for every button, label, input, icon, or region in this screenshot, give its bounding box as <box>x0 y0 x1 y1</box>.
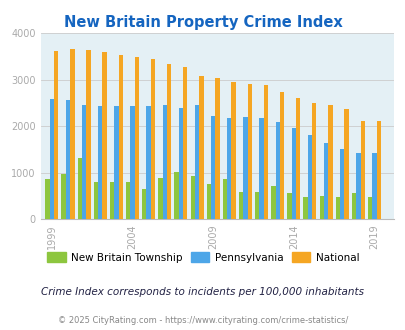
Bar <box>211 116 215 219</box>
Bar <box>98 106 102 219</box>
Bar <box>82 105 86 219</box>
Bar <box>323 143 328 219</box>
Bar <box>70 49 75 219</box>
Bar <box>66 100 70 219</box>
Bar <box>194 105 199 219</box>
Bar <box>287 193 291 219</box>
Bar <box>376 121 380 219</box>
Bar <box>130 106 134 219</box>
Bar <box>243 117 247 219</box>
Bar <box>86 50 90 219</box>
Bar <box>178 108 183 219</box>
Bar <box>190 176 194 219</box>
Bar <box>215 78 219 219</box>
Bar <box>343 110 348 219</box>
Bar <box>199 76 203 219</box>
Bar <box>222 179 226 219</box>
Text: Crime Index corresponds to incidents per 100,000 inhabitants: Crime Index corresponds to incidents per… <box>41 287 364 297</box>
Bar <box>328 105 332 219</box>
Bar <box>335 197 339 219</box>
Bar <box>134 57 139 219</box>
Bar <box>162 105 166 219</box>
Bar <box>259 118 263 219</box>
Bar <box>263 85 267 219</box>
Bar <box>355 153 360 219</box>
Bar <box>351 193 355 219</box>
Bar <box>360 121 364 219</box>
Bar <box>271 186 275 219</box>
Bar <box>61 174 66 219</box>
Bar <box>49 99 54 219</box>
Legend: New Britain Township, Pennsylvania, National: New Britain Township, Pennsylvania, Nati… <box>43 248 362 267</box>
Bar <box>279 92 283 219</box>
Bar <box>291 128 295 219</box>
Bar <box>166 64 171 219</box>
Bar <box>118 55 123 219</box>
Bar <box>371 153 376 219</box>
Bar <box>226 118 231 219</box>
Bar <box>247 84 252 219</box>
Bar <box>94 182 98 219</box>
Bar <box>146 106 151 219</box>
Bar <box>102 52 107 219</box>
Bar <box>303 197 307 219</box>
Bar <box>206 184 211 219</box>
Text: © 2025 CityRating.com - https://www.cityrating.com/crime-statistics/: © 2025 CityRating.com - https://www.city… <box>58 315 347 325</box>
Bar <box>319 196 323 219</box>
Bar <box>307 135 311 219</box>
Bar <box>295 98 300 219</box>
Text: New Britain Property Crime Index: New Britain Property Crime Index <box>64 15 341 30</box>
Bar <box>231 82 235 219</box>
Bar <box>339 149 343 219</box>
Bar <box>77 158 82 219</box>
Bar <box>275 122 279 219</box>
Bar <box>183 67 187 219</box>
Bar <box>158 178 162 219</box>
Bar <box>110 182 114 219</box>
Bar <box>114 106 118 219</box>
Bar <box>151 59 155 219</box>
Bar <box>142 189 146 219</box>
Bar <box>45 179 49 219</box>
Bar <box>174 172 178 219</box>
Bar <box>238 192 243 219</box>
Bar <box>311 103 316 219</box>
Bar <box>126 182 130 219</box>
Bar <box>54 51 58 219</box>
Bar <box>367 197 371 219</box>
Bar <box>254 192 259 219</box>
